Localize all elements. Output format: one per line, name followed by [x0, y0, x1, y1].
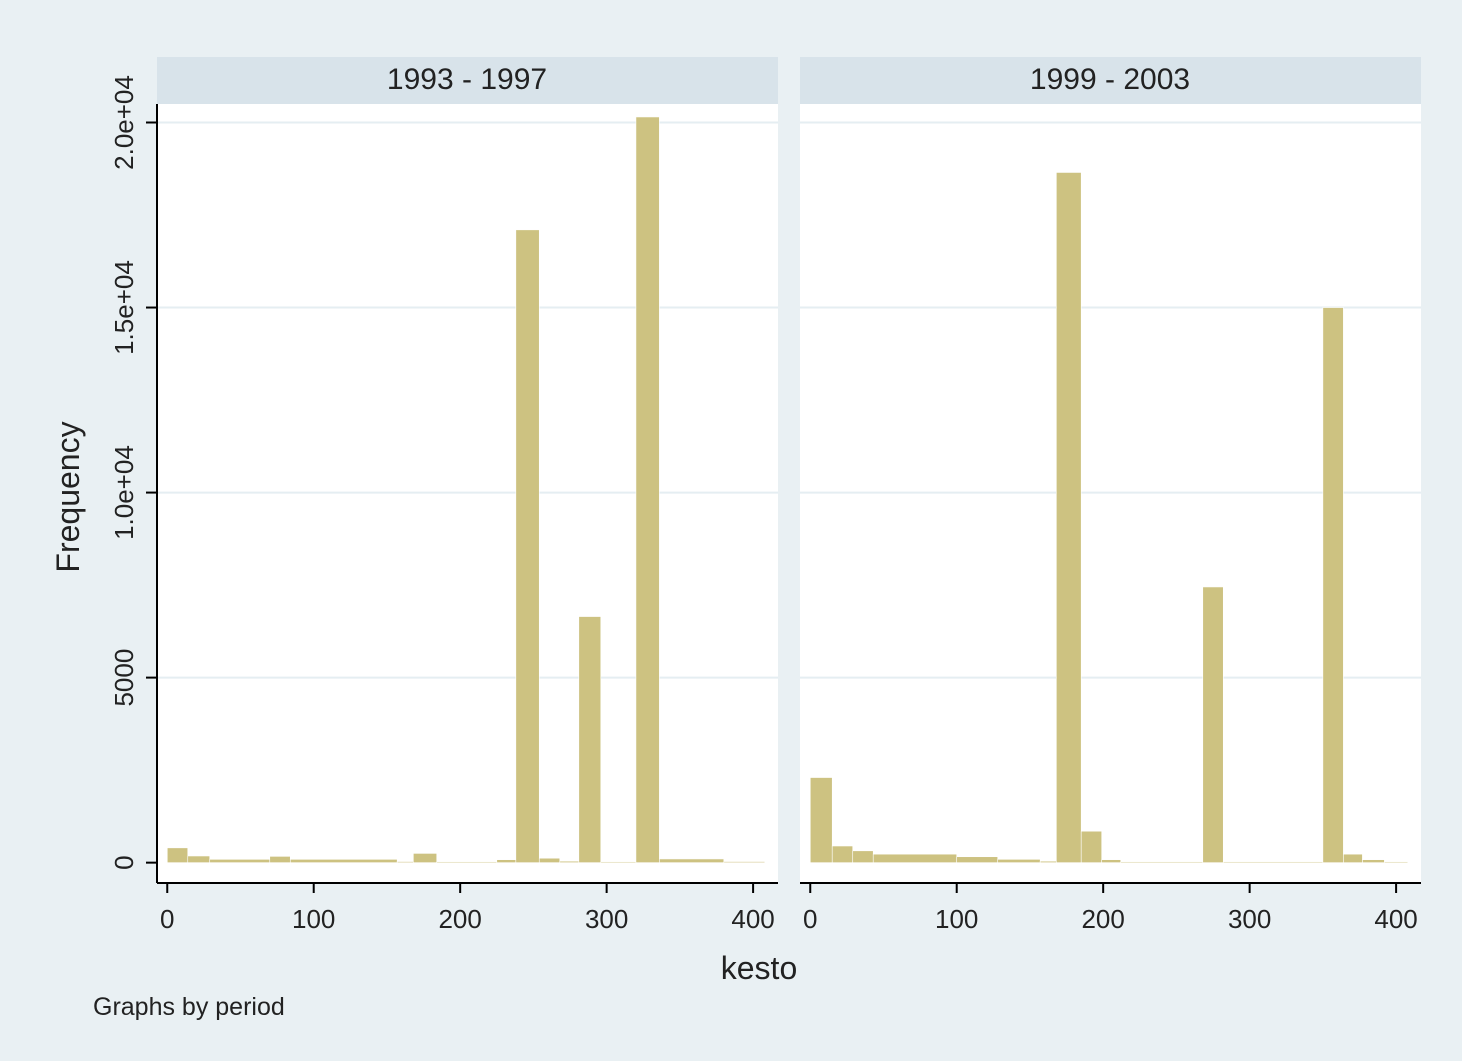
histogram-bar: [956, 856, 999, 863]
histogram-bar: [1343, 853, 1363, 863]
gridlines: [157, 121, 778, 679]
x-tick-label: 300: [1228, 904, 1271, 934]
y-ticks: 0 5000 1.0e+04 1.5e+04 2.0e+04: [109, 75, 157, 870]
histogram-bar: [997, 859, 1041, 863]
histogram-bar: [166, 847, 189, 863]
histogram-bar: [289, 859, 398, 863]
x-ticks: 0 100 200 300 400: [160, 883, 775, 934]
histogram-bar: [209, 859, 271, 863]
histogram-bar: [1222, 861, 1324, 864]
histogram-bar: [635, 116, 660, 863]
histogram-bar: [578, 616, 602, 863]
panel-header: [800, 57, 1421, 104]
histogram-bar: [269, 856, 291, 863]
histogram-bar: [1202, 586, 1224, 863]
x-ticks: 0 100 200 300 400: [803, 883, 1418, 934]
y-tick-label: 1.0e+04: [109, 445, 139, 540]
x-tick-label: 100: [292, 904, 335, 934]
histogram-bar: [659, 858, 725, 863]
histogram-bar: [723, 861, 766, 863]
panel-1993-1997: 1993 - 1997 0 100 200 300 400 0 5000 1.0e+04 1.…: [109, 57, 778, 934]
y-tick-label: 1.5e+04: [109, 260, 139, 355]
histogram-bar: [872, 853, 958, 863]
histogram-bar: [809, 777, 833, 863]
x-tick-label: 200: [1081, 904, 1124, 934]
bars: [166, 116, 766, 864]
histogram-bar: [413, 853, 438, 863]
x-tick-label: 100: [935, 904, 978, 934]
histogram-bar: [831, 845, 854, 863]
x-tick-label: 300: [585, 904, 628, 934]
histogram-bar: [1362, 859, 1385, 863]
x-axis-label: kesto: [721, 950, 797, 986]
x-tick-label: 400: [731, 904, 774, 934]
histogram-bar: [1056, 172, 1082, 863]
panel-title: 1999 - 2003: [1030, 63, 1190, 96]
y-tick-label: 2.0e+04: [109, 75, 139, 170]
histogram-bar: [187, 855, 211, 863]
y-tick-label: 0: [109, 855, 139, 869]
histogram-bar: [1039, 860, 1057, 863]
y-axis-label: Frequency: [50, 421, 86, 572]
histogram-bar: [436, 861, 498, 864]
histogram-bar: [600, 861, 637, 864]
histogram-bar: [1384, 861, 1409, 864]
histogram-bar: [496, 859, 517, 863]
graphs-by-note: Graphs by period: [93, 993, 285, 1021]
gridlines: [800, 121, 1421, 679]
histogram-bar: [1120, 861, 1204, 864]
histogram-bar: [559, 860, 580, 863]
y-tick-label: 5000: [109, 649, 139, 707]
x-tick-label: 0: [803, 904, 817, 934]
histogram-bar: [852, 850, 874, 863]
histogram-bar: [1322, 307, 1344, 863]
x-tick-label: 200: [438, 904, 481, 934]
panel-title: 1993 - 1997: [387, 63, 547, 96]
panel-header: [157, 57, 778, 104]
histogram-bar: [538, 857, 561, 863]
panel-1999-2003: 1999 - 2003 0 100 200 300 400: [800, 57, 1421, 934]
histogram-bar: [396, 861, 414, 863]
x-tick-label: 400: [1374, 904, 1417, 934]
histogram-bar: [1080, 830, 1103, 863]
bars: [809, 172, 1409, 864]
histogram-bar: [515, 229, 540, 863]
histogram-bar: [1101, 859, 1122, 863]
x-tick-label: 0: [160, 904, 174, 934]
